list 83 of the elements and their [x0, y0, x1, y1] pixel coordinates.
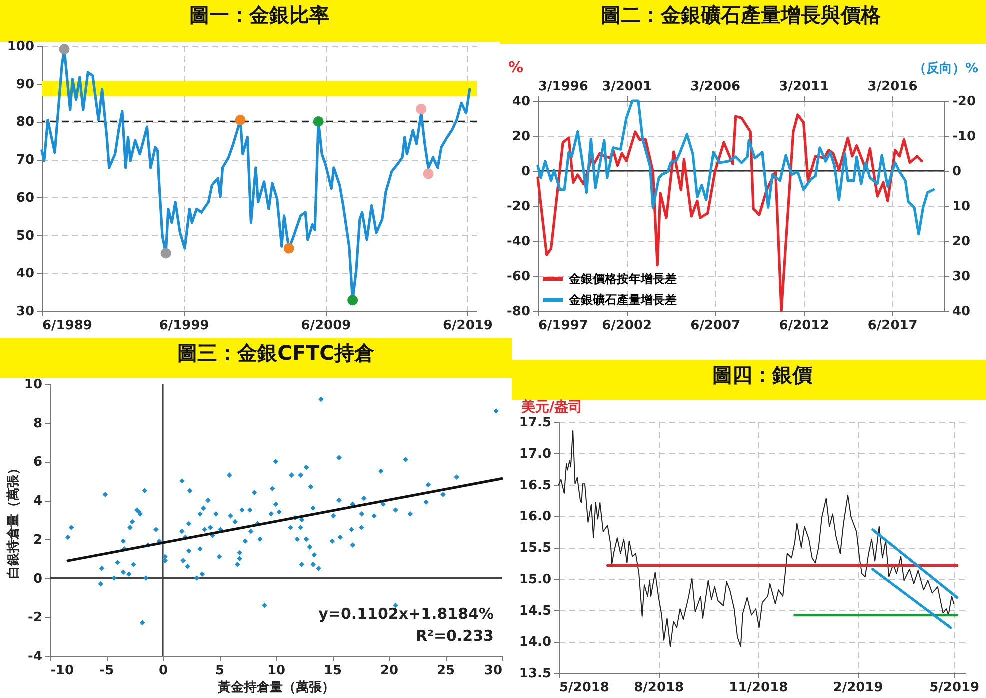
- y2-tick-label: 40: [952, 304, 971, 320]
- y2-tick-label: 20: [952, 234, 971, 250]
- y-tick-label: -80: [507, 304, 530, 320]
- y-tick-label: 2: [33, 532, 42, 548]
- x-tick-label: 5/2018: [560, 680, 610, 696]
- x-tick-label: 6/2007: [690, 318, 741, 334]
- y-tick-label: 8: [33, 416, 42, 432]
- x2-tick-label: 3/2016: [868, 80, 918, 94]
- y-tick-label: 16.0: [519, 510, 552, 525]
- y-tick-label: 4: [33, 494, 42, 510]
- y-tick-label: 50: [16, 228, 34, 244]
- y2-tick-label: -10: [952, 130, 976, 144]
- x2-tick-label: 3/2011: [779, 80, 830, 94]
- legend-label: 金銀價格按年增長差: [568, 272, 677, 286]
- x-tick-label: 0: [158, 664, 168, 678]
- x-tick-label: 10: [267, 664, 286, 678]
- x-tick-label: 15: [324, 664, 342, 678]
- legend-label: 金銀礦石產量增長差: [568, 293, 677, 307]
- y-tick-label: 15.5: [519, 541, 552, 556]
- x-tick-label: 6/2017: [868, 318, 918, 334]
- y-tick-label: 60: [16, 190, 34, 206]
- x-tick-label: 6/2009: [301, 318, 352, 334]
- x2-tick-label: 3/2006: [690, 80, 741, 94]
- x-axis-title: 黃金持倉量（萬張）: [217, 680, 335, 696]
- y-tick-label: 17.0: [519, 446, 552, 462]
- y-tick-label: -4: [28, 650, 42, 664]
- line-series: [536, 114, 924, 312]
- x-tick-label: 6/1999: [159, 318, 210, 334]
- y-tick-label: 14.5: [519, 604, 552, 619]
- x-tick-label: 25: [436, 664, 456, 678]
- x-tick-label: 5: [215, 664, 225, 678]
- y-tick-label: -40: [507, 234, 530, 250]
- y-tick-label: 17.5: [519, 416, 552, 430]
- y-tick-label: 16.5: [519, 478, 552, 494]
- x-tick-label: 20: [380, 664, 399, 678]
- x-tick-label: -5: [100, 664, 114, 678]
- x-tick-label: -10: [50, 664, 74, 678]
- y-tick-label: 20: [512, 130, 530, 144]
- chart-title: 圖一：金銀比率: [190, 3, 330, 27]
- annotation: R²=0.233: [416, 627, 494, 645]
- y2-tick-label: -20: [952, 94, 976, 110]
- line-series: [536, 100, 935, 236]
- y-tick-label: -60: [507, 270, 530, 284]
- y-tick-label: 80: [16, 115, 34, 130]
- y2-tick-label: 0: [952, 164, 962, 180]
- y2-axis-title: （反向）%: [913, 60, 978, 76]
- y-axis-title: 美元/盎司: [520, 398, 583, 416]
- y-tick-label: -2: [28, 610, 42, 626]
- x-tick-label: 6/2012: [779, 318, 830, 334]
- y-axis-title: 白銀持倉量（萬張）: [6, 462, 22, 579]
- x-tick-label: 6/1997: [538, 318, 588, 334]
- x-tick-label: 8/2018: [634, 680, 684, 696]
- x2-tick-label: 3/1996: [538, 80, 588, 94]
- x-tick-label: 2/2019: [833, 680, 884, 696]
- chart-title: 圖二：金銀礦石產量增長與價格: [601, 3, 882, 27]
- y-tick-label: 15.0: [519, 572, 552, 588]
- y-tick-label: -20: [507, 200, 530, 214]
- y-tick-label: 70: [16, 153, 34, 168]
- y-tick-label: 100: [7, 40, 34, 54]
- annotation: y=0.1102x+1.8184%: [318, 605, 494, 623]
- x-tick-label: 30: [484, 664, 502, 678]
- y-tick-label: 30: [16, 304, 34, 320]
- y2-tick-label: 30: [952, 270, 971, 284]
- chart-title: 圖三：金銀CFTC持倉: [178, 341, 376, 365]
- y2-tick-label: 10: [952, 200, 971, 214]
- x-tick-label: 11/2018: [729, 680, 788, 696]
- x-tick-label: 6/1989: [42, 318, 92, 334]
- y-tick-label: 13.5: [519, 666, 552, 682]
- y-tick-label: 6: [33, 455, 42, 470]
- x-tick-label: 6/2002: [602, 318, 652, 334]
- chart-title: 圖四：銀價: [712, 363, 814, 387]
- y-tick-label: 14.0: [519, 635, 552, 650]
- y-tick-label: 40: [16, 266, 34, 282]
- y-tick-label: 0: [521, 164, 530, 180]
- y-tick-label: 90: [16, 77, 34, 92]
- line-series: [558, 430, 955, 648]
- y-axis-title: %: [508, 58, 524, 76]
- y-tick-label: 10: [24, 378, 42, 392]
- y-tick-label: 40: [512, 94, 530, 110]
- x-tick-label: 5/2019: [930, 680, 980, 696]
- x-tick-label: 6/2019: [442, 318, 493, 334]
- y-tick-label: 0: [33, 572, 42, 587]
- x2-tick-label: 3/2001: [602, 80, 652, 94]
